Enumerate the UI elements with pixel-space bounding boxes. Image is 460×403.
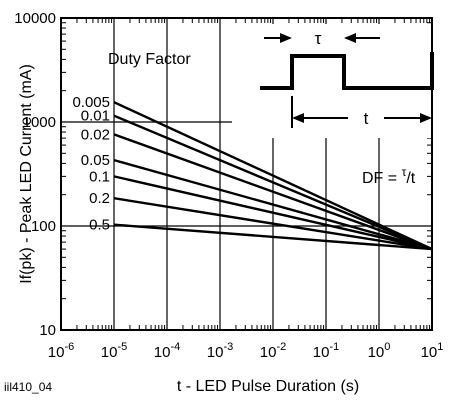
tau-label: τ — [315, 29, 322, 48]
x-tick-base: 10 — [421, 344, 438, 361]
series-line — [113, 114, 433, 251]
formula-suffix: /t — [406, 170, 415, 187]
period-arrow-left-head — [292, 113, 304, 123]
series-label: 0.005 — [72, 94, 110, 111]
series-label: 0.01 — [81, 108, 110, 125]
series-label: 0.5 — [89, 217, 110, 234]
series-line — [113, 197, 433, 251]
x-tick-exponent: 0 — [384, 341, 390, 353]
x-tick-exponent: -3 — [223, 341, 233, 353]
y-tick-label: 10000 — [14, 10, 56, 27]
y-tick-label: 1000 — [23, 114, 56, 131]
x-tick-label: 10-6 — [48, 341, 74, 361]
x-tick-exponent: -6 — [64, 341, 74, 353]
x-tick-labels: 10-6 10-5 10-4 10-3 10-2 10-1 100 101 — [48, 341, 444, 361]
inset-background — [232, 24, 448, 138]
y-tick-label: 100 — [31, 218, 56, 235]
period-label: t — [364, 109, 369, 128]
y-axis-label: If(pk) - Peak LED Current (mA) — [18, 64, 35, 284]
x-tick-base: 10 — [368, 344, 385, 361]
legend-title: Duty Factor — [108, 51, 191, 68]
x-tick-label: 10-4 — [154, 341, 180, 361]
x-axis-label: t - LED Pulse Duration (s) — [177, 378, 359, 395]
x-tick-exponent: -5 — [117, 341, 127, 353]
series-label: 0.05 — [81, 152, 110, 169]
series-label: 0.02 — [81, 126, 110, 143]
x-tick-label: 10-2 — [260, 341, 286, 361]
period-arrow-right-head — [420, 113, 432, 123]
series-line — [113, 101, 433, 251]
y-tick-labels: 10 100 1000 10000 — [14, 10, 56, 339]
x-tick-exponent: -1 — [329, 341, 339, 353]
figure-id: iil410_04 — [4, 380, 52, 394]
tau-arrow-left-head — [280, 33, 292, 43]
x-tick-label: 10-5 — [101, 341, 127, 361]
pulse-waveform-inset: τ t — [232, 24, 448, 138]
tau-arrow-right-head — [344, 33, 356, 43]
formula-prefix: DF = — [362, 170, 402, 187]
x-tick-base: 10 — [313, 344, 330, 361]
duty-factor-formula: DF = τ/t — [362, 165, 416, 187]
x-tick-base: 10 — [154, 344, 171, 361]
x-tick-label: 10-1 — [313, 341, 339, 361]
plot-frame — [60, 17, 433, 331]
series-line — [113, 133, 433, 251]
series-line — [113, 175, 433, 251]
y-tick-label: 10 — [39, 322, 56, 339]
x-tick-exponent: -4 — [170, 341, 180, 353]
series-label: 0.2 — [89, 190, 110, 207]
series-label: 0.1 — [89, 168, 110, 185]
series-lines — [113, 101, 433, 251]
x-tick-exponent: -2 — [276, 341, 286, 353]
x-tick-base: 10 — [48, 344, 65, 361]
x-tick-label: 101 — [421, 341, 444, 361]
x-tick-base: 10 — [207, 344, 224, 361]
x-tick-label: 100 — [368, 341, 391, 361]
x-tick-base: 10 — [101, 344, 118, 361]
x-tick-label: 10-3 — [207, 341, 233, 361]
series-line — [113, 158, 433, 251]
x-tick-base: 10 — [260, 344, 277, 361]
x-tick-exponent: 1 — [437, 341, 443, 353]
formula-tau: τ — [402, 165, 407, 179]
series-line — [113, 223, 433, 251]
